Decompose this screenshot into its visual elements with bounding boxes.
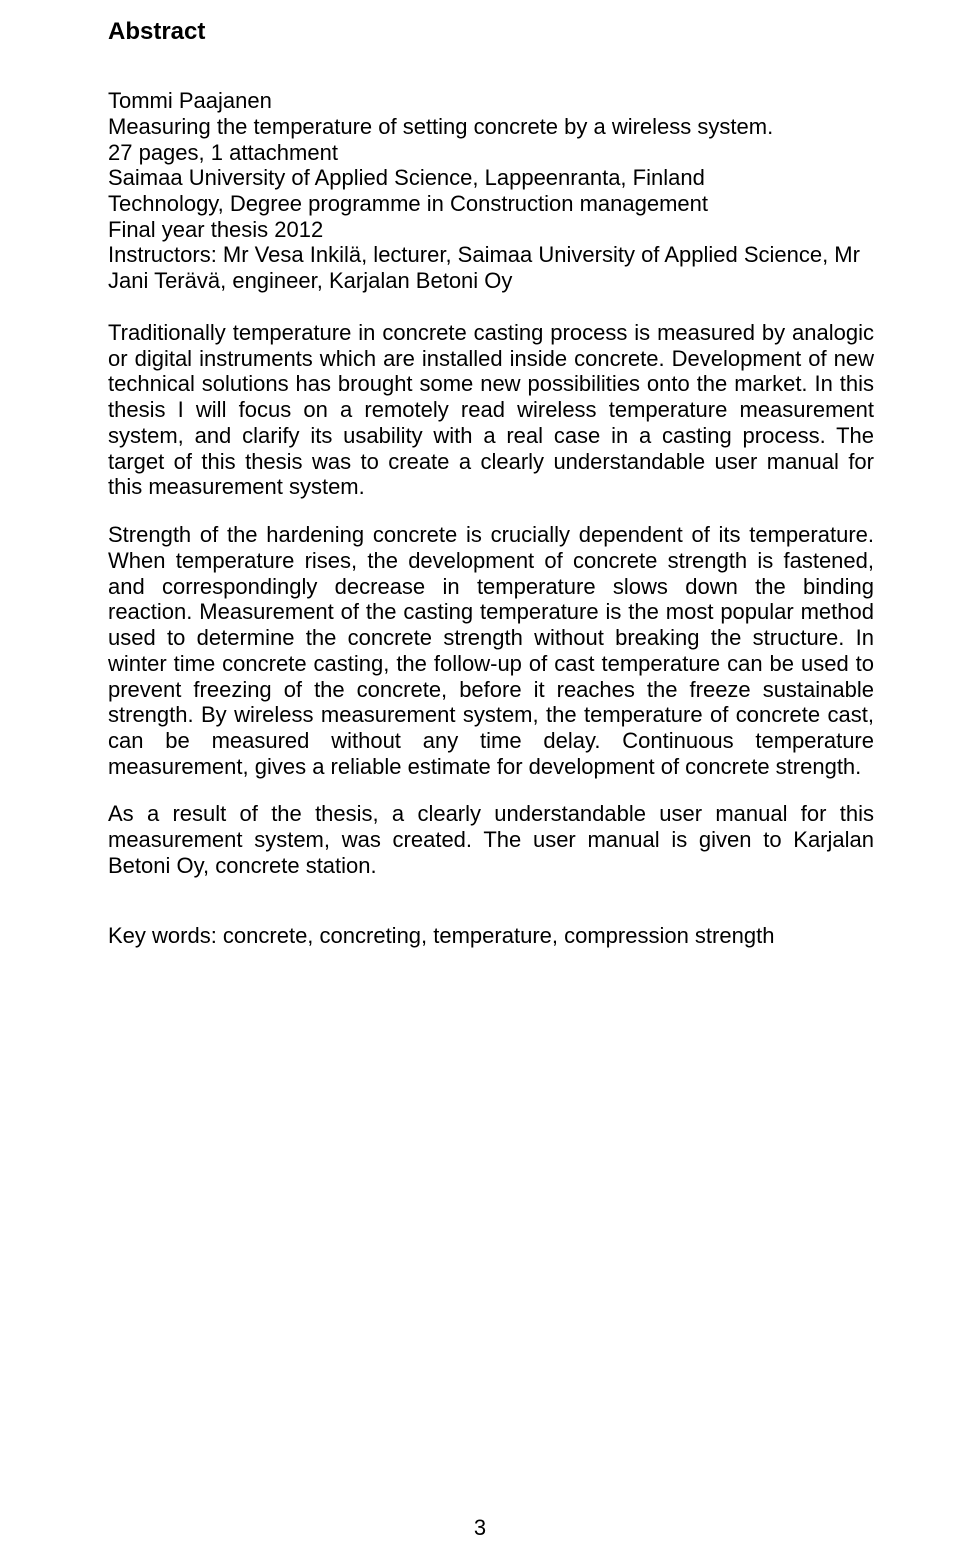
abstract-paragraph-3: As a result of the thesis, a clearly und… (108, 801, 874, 878)
author-line: Tommi Paajanen (108, 88, 874, 114)
abstract-heading: Abstract (108, 18, 874, 46)
keywords-line: Key words: concrete, concreting, tempera… (108, 923, 874, 949)
instructors-line: Instructors: Mr Vesa Inkilä, lecturer, S… (108, 242, 874, 293)
abstract-paragraph-2: Strength of the hardening concrete is cr… (108, 522, 874, 779)
institution-line: Saimaa University of Applied Science, La… (108, 165, 874, 191)
abstract-paragraph-1: Traditionally temperature in concrete ca… (108, 320, 874, 500)
meta-block: Tommi Paajanen Measuring the temperature… (108, 88, 874, 294)
programme-line: Technology, Degree programme in Construc… (108, 191, 874, 217)
extent-line: 27 pages, 1 attachment (108, 140, 874, 166)
thesis-type-line: Final year thesis 2012 (108, 217, 874, 243)
title-line: Measuring the temperature of setting con… (108, 114, 874, 140)
page-number: 3 (0, 1515, 960, 1541)
